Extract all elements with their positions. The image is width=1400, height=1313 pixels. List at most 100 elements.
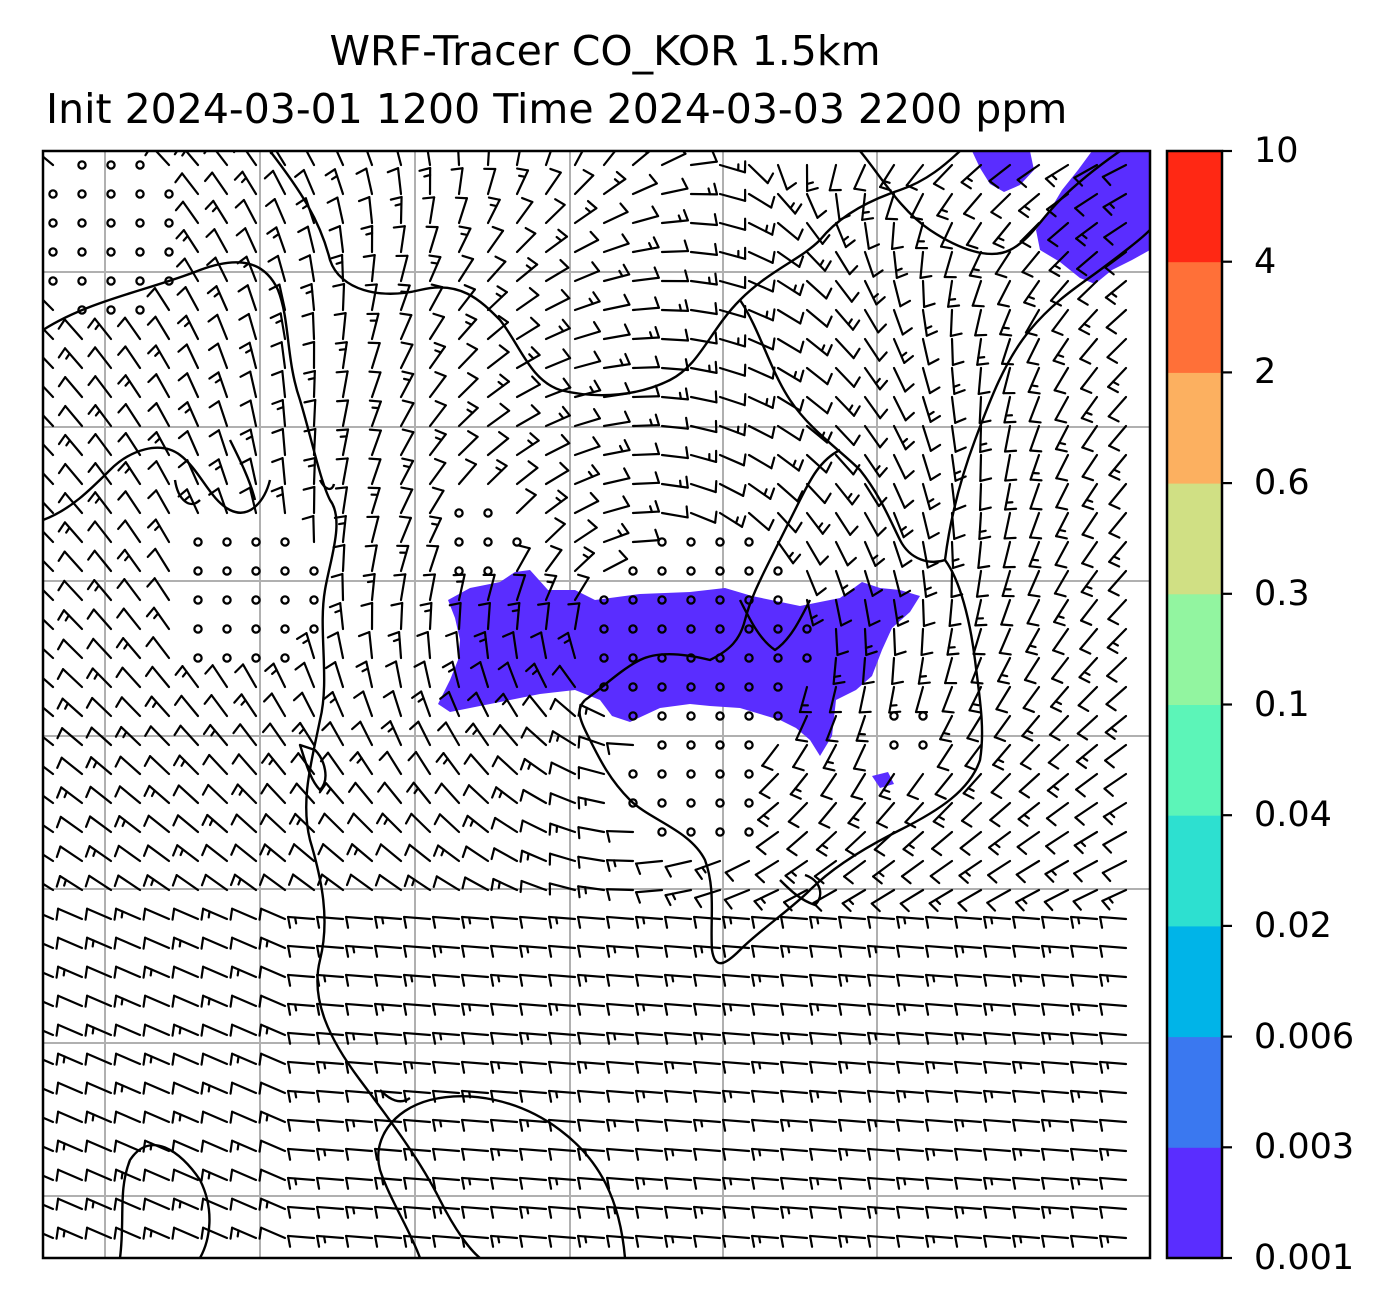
wind-barb-546 (86, 608, 113, 631)
wind-barb-286 (270, 370, 287, 399)
wind-barb-591 (1023, 656, 1041, 685)
wind-barb-83 (631, 205, 660, 225)
wind-barb-440 (334, 486, 349, 515)
wind-barb-273 (1002, 366, 1016, 395)
wind-barb-483 (863, 540, 886, 567)
wind-barb-471 (301, 514, 316, 544)
wind-barb-431 (57, 492, 84, 515)
wind-barb-238 (1079, 337, 1099, 365)
wind-barb-383 (892, 453, 915, 480)
wind-barb-117 (660, 239, 690, 254)
wind-barb-103 (235, 227, 258, 254)
wind-barb-634 (263, 692, 287, 718)
wind-barb-36 (203, 171, 229, 196)
wind-barb-376 (689, 449, 718, 464)
wind-barb-523 (330, 572, 345, 602)
wind-barb-109 (425, 225, 439, 254)
wind-barb-583 (557, 631, 577, 660)
wind-barb-131 (1048, 250, 1070, 277)
wind-barb-51 (660, 177, 689, 196)
wind-barb-550 (360, 601, 374, 631)
wind-barb-554 (477, 601, 491, 631)
wind-barb-78 (486, 196, 501, 225)
wind-barb-252 (399, 341, 414, 370)
wind-barb-692 (143, 755, 171, 776)
wind-barb-127 (943, 250, 957, 279)
wind-barb-683 (992, 743, 1012, 771)
wind-barb-616 (858, 685, 872, 714)
wind-barb-397 (177, 459, 200, 486)
wind-barb-399 (239, 457, 258, 486)
wind-barb-580 (473, 631, 490, 660)
wind-barb-361 (239, 428, 258, 457)
wind-barb-405 (428, 457, 447, 486)
wind-barb-532 (805, 598, 824, 627)
wind-barb-256 (515, 346, 541, 370)
wind-barb-120 (747, 250, 776, 264)
wind-barb-539 (1000, 598, 1014, 627)
wind-barb-307 (892, 395, 915, 422)
coastlines (43, 151, 1150, 1258)
wind-barb-636 (322, 691, 345, 718)
wind-barb-47 (544, 167, 562, 196)
wind-barb-154 (776, 279, 805, 297)
wind-barb-384 (921, 453, 942, 481)
wind-barb-58 (861, 192, 875, 221)
wind-barb-330 (457, 401, 479, 428)
wind-barb-388 (1029, 453, 1043, 482)
wind-barb-162 (997, 279, 1012, 308)
wind-barb-231 (892, 337, 915, 364)
wind-barb-180 (515, 286, 540, 312)
wind-barb-216 (457, 313, 478, 341)
wind-barb-196 (974, 308, 988, 337)
wind-barb-247 (238, 341, 258, 370)
wind-barb-475 (428, 515, 443, 544)
wind-barb-407 (486, 459, 508, 486)
wind-barb-289 (368, 370, 382, 399)
wind-barb-655 (1104, 714, 1128, 740)
wind-barb-481 (805, 540, 829, 566)
wind-barb-654 (1076, 714, 1099, 741)
wind-barb-429 (1108, 482, 1128, 510)
wind-barb-381 (834, 453, 861, 476)
wind-barb-225 (718, 334, 747, 348)
wind-barb-230 (863, 337, 888, 362)
chart-title-line-1: WRF-Tracer CO_KOR 1.5km (329, 27, 881, 75)
wind-barb-442 (399, 486, 414, 515)
wind-barb-26 (879, 163, 896, 192)
wind-barb-177 (428, 283, 444, 312)
wind-barb-241 (57, 347, 84, 370)
wind-barb-158 (892, 279, 912, 308)
wind-barb-541 (1053, 598, 1070, 627)
wind-barb-291 (428, 370, 447, 399)
wind-barb-313 (1054, 395, 1070, 424)
wind-barb-94 (939, 221, 954, 250)
wind-barb-671 (464, 722, 490, 747)
wind-barb-21 (747, 163, 775, 185)
wind-barb-49 (602, 170, 627, 196)
wind-barb-206 (146, 315, 171, 341)
wind-barb-96 (992, 221, 1012, 249)
wind-barb-393 (57, 462, 84, 486)
wind-barb-504 (573, 546, 596, 573)
wind-barb-458 (921, 511, 940, 540)
wind-barb-559 (863, 627, 878, 657)
wind-barb-27 (905, 163, 925, 191)
wind-barb-437 (239, 486, 258, 515)
wind-barb-121 (776, 250, 805, 268)
wind-barb-297 (602, 381, 631, 399)
wind-barb-703 (463, 753, 490, 776)
wind-barb-602 (234, 663, 258, 689)
wind-barb-212 (333, 312, 347, 341)
wind-barb-155 (805, 279, 833, 300)
wind-barb-515 (1053, 569, 1070, 598)
wind-barb-43 (418, 166, 432, 196)
wind-barb-156 (834, 279, 860, 303)
wind-barb-409 (544, 461, 570, 486)
wind-barb-534 (863, 598, 881, 627)
wind-barb-701 (407, 750, 432, 776)
wind-barb-581 (502, 631, 519, 660)
wind-barb-593 (1078, 656, 1099, 684)
wind-barb-542 (1079, 598, 1099, 626)
wind-barb-577 (387, 630, 403, 660)
